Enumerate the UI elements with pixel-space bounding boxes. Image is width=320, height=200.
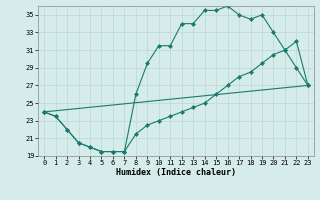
X-axis label: Humidex (Indice chaleur): Humidex (Indice chaleur) bbox=[116, 168, 236, 177]
